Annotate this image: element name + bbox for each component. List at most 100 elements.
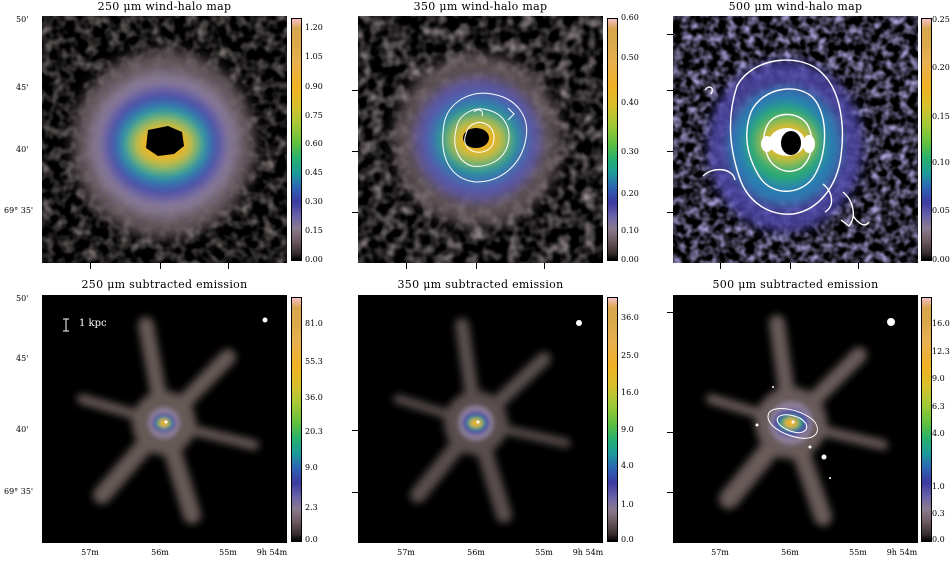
panel-4-map [42, 295, 287, 543]
panel-6-title: 500 μm subtracted emission [712, 278, 879, 291]
panel-4-cbar-label: 20.3 [305, 427, 323, 436]
panel-4-colorbar [291, 297, 302, 542]
x-tick [720, 263, 721, 269]
x-tick [858, 263, 859, 269]
panel-4-cbar-label: 55.3 [305, 357, 323, 366]
panel-4-cbar-label: 9.0 [305, 463, 318, 472]
x-tick-label: 9h 54m [256, 548, 288, 557]
panel-1-cbar-label: 1.20 [305, 23, 323, 32]
panel-2-cbar-label: 0.60 [621, 13, 639, 22]
panel-6-cbar-label: 1.0 [932, 482, 945, 491]
panel-3-cbar-label: 0.10 [932, 158, 950, 167]
panel-5-image [358, 295, 603, 543]
panel-2-cbar-label: 0.00 [621, 255, 639, 264]
y-tick-label: 69° 35' [4, 206, 34, 215]
panel-6-cbar-label: 6.3 [932, 402, 945, 411]
panel-6-cbar-label: 16.0 [932, 319, 950, 328]
x-tick-label: 57m [711, 548, 729, 557]
panel-1-cbar-label: 0.60 [305, 139, 323, 148]
panel-4-image [42, 295, 287, 543]
x-tick-label: 57m [397, 548, 415, 557]
x-tick [476, 263, 477, 269]
panel-6-cbar-label: 0.0 [932, 535, 945, 544]
panel-6-cbar-label: 0.3 [932, 509, 945, 518]
x-tick-label: 57m [81, 548, 99, 557]
panel-5-title: 350 μm subtracted emission [397, 278, 564, 291]
panel-5-cbar-label: 9.0 [621, 425, 634, 434]
panel-3-colorbar [921, 18, 932, 261]
x-tick-label: 56m [467, 548, 485, 557]
panel-1-colorbar [291, 18, 302, 261]
y-tick-label: 45' [16, 354, 29, 363]
panel-1-map [42, 16, 287, 263]
panel-5-colorbar [607, 297, 618, 542]
x-tick [544, 263, 545, 269]
panel-5-cbar-label: 16.0 [621, 388, 639, 397]
panel-6-cbar-label: 12.3 [932, 347, 950, 356]
panel-2-cbar-label: 0.40 [621, 98, 639, 107]
y-tick [352, 212, 358, 213]
x-tick-label: 55m [849, 548, 867, 557]
panel-3-cbar-label: 0.15 [932, 112, 950, 121]
panel-3-cbar-label: 0.05 [932, 206, 950, 215]
y-tick [352, 430, 358, 431]
panel-1-cbar-label: 0.45 [305, 168, 323, 177]
x-tick-label: 56m [151, 548, 169, 557]
panel-1-cbar-label: 0.00 [305, 255, 323, 264]
panel-4-cbar-label: 2.3 [305, 503, 318, 512]
x-tick-label: 55m [535, 548, 553, 557]
y-tick [667, 90, 673, 91]
y-tick [667, 151, 673, 152]
panel-2-image [358, 16, 603, 263]
panel-5-cbar-label: 36.0 [621, 313, 639, 322]
panel-5-cbar-label: 1.0 [621, 500, 634, 509]
panel-4-cbar-label: 0.0 [305, 535, 318, 544]
panel-1-cbar-label: 0.90 [305, 82, 323, 91]
x-tick [790, 263, 791, 269]
panel-4-cbar-label: 81.0 [305, 319, 323, 328]
panel-2-cbar-label: 0.30 [621, 147, 639, 156]
x-tick-label: 9h 54m [886, 548, 918, 557]
y-tick [667, 432, 673, 433]
panel-3-cbar-label: 0.00 [932, 255, 950, 264]
panel-3-cbar-label: 0.20 [932, 63, 950, 72]
scalebar-label: 1 kpc [79, 318, 107, 329]
panel-4-title: 250 μm subtracted emission [81, 278, 248, 291]
panel-1-cbar-label: 0.15 [305, 226, 323, 235]
y-tick [667, 492, 673, 493]
y-tick-label: 50' [16, 15, 29, 24]
panel-2-cbar-label: 0.20 [621, 189, 639, 198]
panel-3-image [673, 16, 918, 263]
y-tick-label: 69° 35' [4, 487, 34, 496]
panel-1-cbar-label: 1.05 [305, 52, 323, 61]
panel-1-image [42, 16, 287, 263]
y-tick [667, 34, 673, 35]
x-tick [90, 263, 91, 269]
panel-2-cbar-label: 0.10 [621, 226, 639, 235]
panel-2-map [358, 16, 603, 263]
panel-1-cbar-label: 0.30 [305, 197, 323, 206]
panel-2-cbar-label: 0.50 [621, 53, 639, 62]
panel-6-image [673, 295, 918, 543]
panel-1-cbar-label: 0.75 [305, 111, 323, 120]
panel-3-cbar-label: 0.25 [932, 15, 950, 24]
panel-2-title: 350 μm wind-halo map [413, 0, 548, 13]
y-tick-label: 40' [16, 425, 29, 434]
panel-2-colorbar [607, 18, 618, 261]
y-tick [667, 312, 673, 313]
panel-5-cbar-label: 25.0 [621, 351, 639, 360]
y-tick-label: 40' [16, 145, 29, 154]
panel-6-colorbar [921, 297, 932, 542]
panel-4-cbar-label: 36.0 [305, 393, 323, 402]
panel-3-title: 500 μm wind-halo map [728, 0, 863, 13]
x-tick [406, 263, 407, 269]
x-tick [160, 263, 161, 269]
panel-6-cbar-label: 4.0 [932, 429, 945, 438]
y-tick [667, 212, 673, 213]
panel-5-cbar-label: 4.0 [621, 461, 634, 470]
x-tick [228, 263, 229, 269]
y-tick [352, 151, 358, 152]
x-tick-label: 9h 54m [572, 548, 604, 557]
panel-5-map [358, 295, 603, 543]
y-tick [352, 492, 358, 493]
